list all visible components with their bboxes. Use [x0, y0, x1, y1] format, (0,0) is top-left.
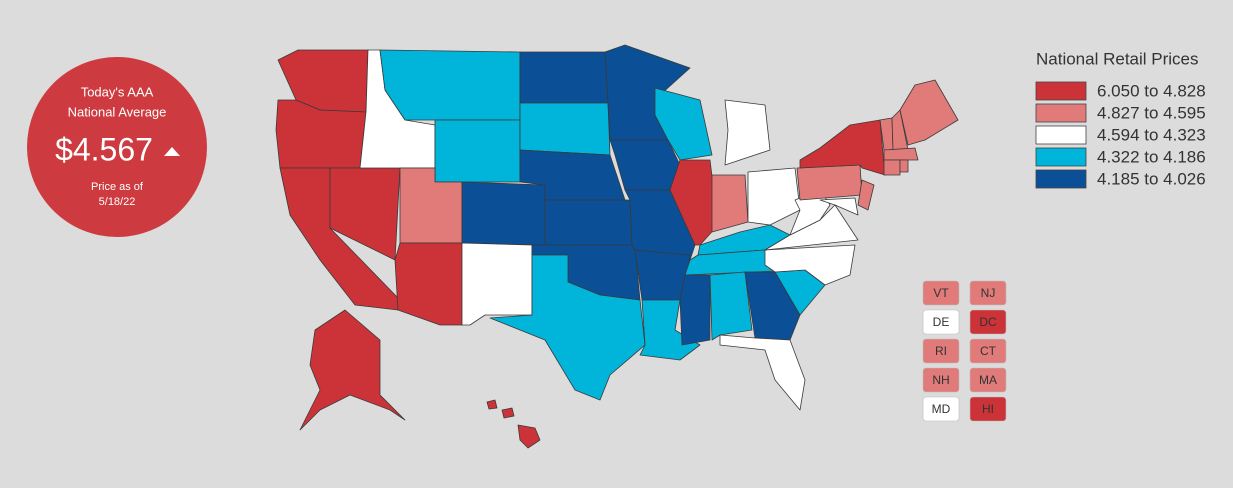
- legend-label: 4.827 to 4.595: [1097, 103, 1206, 122]
- state-box-label: RI: [935, 344, 947, 358]
- legend-title: National Retail Prices: [1036, 49, 1199, 68]
- state-box: [969, 338, 1007, 364]
- state-box: [922, 367, 960, 393]
- badge: Today's AAA National Average $4.567 Pric…: [27, 57, 207, 237]
- badge-price: $4.567: [55, 131, 153, 167]
- state: [764, 244, 856, 286]
- state: [747, 167, 801, 226]
- state-box-label: NH: [932, 373, 949, 387]
- legend-swatch: [1035, 81, 1087, 101]
- state: [486, 399, 498, 410]
- state: [744, 271, 801, 341]
- state-box: [922, 338, 960, 364]
- state: [519, 102, 611, 156]
- state: [679, 274, 711, 346]
- legend-swatch: [1035, 125, 1087, 145]
- state-box-label: VT: [933, 286, 949, 300]
- legend-label: 4.185 to 4.026: [1097, 169, 1206, 188]
- state: [724, 99, 771, 166]
- state-box-label: CT: [980, 344, 997, 358]
- state-box: [969, 280, 1007, 306]
- state: [857, 179, 875, 211]
- state-box: [922, 309, 960, 335]
- legend-swatch: [1035, 103, 1087, 123]
- state: [819, 197, 859, 216]
- badge-title: Today's AAA: [81, 84, 154, 99]
- state-box-label: HI: [982, 402, 994, 416]
- state: [796, 164, 863, 201]
- state-box: [922, 280, 960, 306]
- state: [899, 159, 909, 173]
- badge-circle: [27, 57, 207, 237]
- state-box-label: NJ: [981, 286, 996, 300]
- state: [711, 174, 749, 233]
- state-box-label: MA: [979, 373, 997, 387]
- state: [517, 424, 541, 449]
- state: [719, 334, 806, 411]
- state: [434, 119, 521, 183]
- state: [461, 181, 546, 246]
- state: [883, 159, 901, 176]
- state: [519, 51, 609, 104]
- state: [299, 309, 406, 431]
- badge-date: 5/18/22: [99, 196, 136, 208]
- state: [544, 199, 633, 246]
- badge-title: National Average: [68, 104, 167, 119]
- legend-swatch: [1035, 169, 1087, 189]
- legend-label: 4.322 to 4.186: [1097, 147, 1206, 166]
- state: [883, 147, 919, 161]
- legend-label: 6.050 to 4.828: [1097, 81, 1206, 100]
- us-map: [275, 44, 959, 449]
- state: [394, 242, 463, 326]
- state: [461, 242, 533, 326]
- state: [501, 407, 515, 419]
- badge-date: Price as of: [91, 181, 144, 193]
- state-box: [969, 396, 1007, 422]
- state: [379, 49, 521, 121]
- state-box: [922, 396, 960, 422]
- state-box-label: DC: [979, 315, 997, 329]
- up-arrow: [164, 147, 180, 156]
- state-box: [969, 309, 1007, 335]
- state-box-label: DE: [933, 315, 950, 329]
- state: [709, 271, 753, 341]
- state: [489, 254, 646, 401]
- legend-label: 4.594 to 4.323: [1097, 125, 1206, 144]
- state: [899, 79, 959, 146]
- legend: National Retail Prices 6.050 to 4.828 4.8…: [1035, 49, 1206, 189]
- state-box: [969, 367, 1007, 393]
- state-box-label: MD: [932, 402, 951, 416]
- small-states: VT NJ DE DC RI CT NH MA MD HI: [922, 280, 1007, 422]
- state: [639, 299, 701, 361]
- legend-swatch: [1035, 147, 1087, 167]
